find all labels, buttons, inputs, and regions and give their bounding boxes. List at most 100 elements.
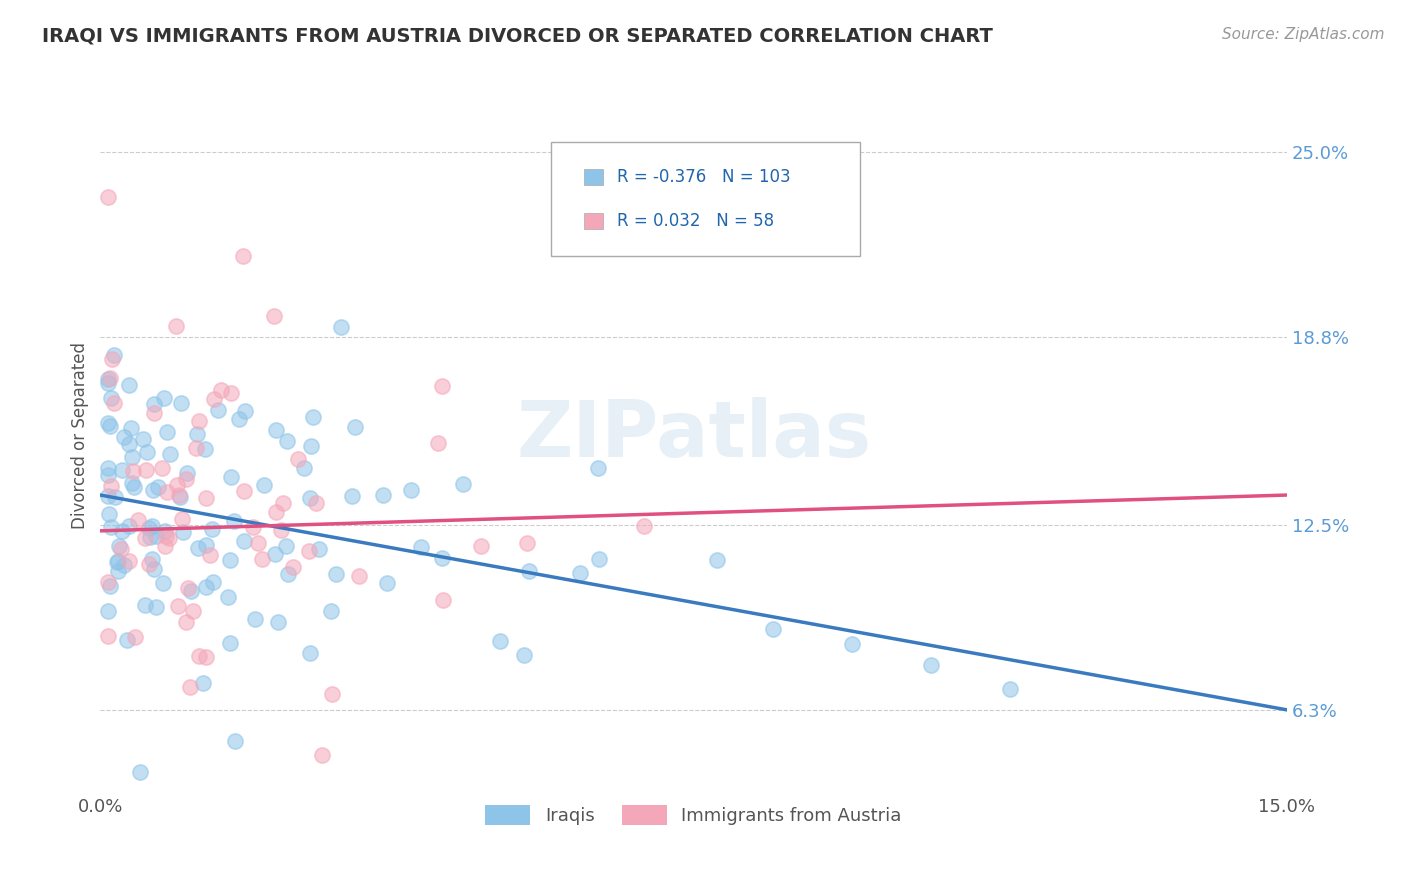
Point xyxy=(118,377,141,392)
Point xyxy=(232,484,254,499)
Point xyxy=(222,514,245,528)
Point xyxy=(142,562,165,576)
Point xyxy=(264,423,287,437)
FancyBboxPatch shape xyxy=(585,169,603,185)
Point xyxy=(287,452,309,467)
Point xyxy=(188,414,211,428)
Point xyxy=(103,348,125,362)
Point xyxy=(998,681,1021,696)
Point xyxy=(586,460,609,475)
Point xyxy=(174,472,197,486)
Point xyxy=(97,416,120,430)
Point xyxy=(98,579,121,593)
Point xyxy=(138,530,160,544)
Point xyxy=(107,564,129,578)
Point xyxy=(97,574,120,589)
Point xyxy=(266,504,288,518)
Point xyxy=(292,460,315,475)
Point xyxy=(299,646,322,660)
Point xyxy=(146,479,169,493)
Point xyxy=(186,441,208,455)
Point xyxy=(281,560,304,574)
Point xyxy=(97,190,120,204)
Point xyxy=(97,372,120,386)
Point xyxy=(118,437,141,451)
Text: IRAQI VS IMMIGRANTS FROM AUSTRIA DIVORCED OR SEPARATED CORRELATION CHART: IRAQI VS IMMIGRANTS FROM AUSTRIA DIVORCE… xyxy=(42,27,993,45)
Point xyxy=(426,436,449,450)
Point xyxy=(186,427,208,442)
Point xyxy=(195,538,218,552)
Point xyxy=(270,524,292,538)
Point xyxy=(111,463,134,477)
Point xyxy=(167,599,190,613)
Point xyxy=(633,519,655,533)
Y-axis label: Divorced or Separated: Divorced or Separated xyxy=(72,342,89,529)
Point xyxy=(430,379,453,393)
Point xyxy=(488,634,510,648)
Point xyxy=(135,462,157,476)
Point xyxy=(329,319,352,334)
Point xyxy=(124,630,146,644)
Point xyxy=(156,425,179,439)
Point xyxy=(134,531,156,545)
Point xyxy=(108,540,131,554)
Point xyxy=(841,637,863,651)
Point xyxy=(104,491,127,505)
Text: R = 0.032   N = 58: R = 0.032 N = 58 xyxy=(617,212,775,230)
Legend: Iraqis, Immigrants from Austria: Iraqis, Immigrants from Austria xyxy=(477,796,911,834)
Point xyxy=(588,552,610,566)
Point xyxy=(252,552,274,566)
Text: ZIPatlas: ZIPatlas xyxy=(516,398,872,474)
Point xyxy=(219,636,242,650)
Point xyxy=(181,604,204,618)
Point xyxy=(98,371,121,385)
Point xyxy=(920,658,942,673)
Point xyxy=(517,564,540,578)
Point xyxy=(430,550,453,565)
FancyBboxPatch shape xyxy=(585,213,603,229)
Point xyxy=(264,547,287,561)
Point xyxy=(242,520,264,534)
Point xyxy=(228,411,250,425)
Point xyxy=(299,491,322,505)
Point xyxy=(100,478,122,492)
Point xyxy=(169,488,191,502)
Point xyxy=(399,483,422,497)
Point xyxy=(201,522,224,536)
Point xyxy=(409,540,432,554)
Point xyxy=(209,384,232,398)
Point xyxy=(187,541,209,555)
Point xyxy=(305,496,328,510)
Point xyxy=(121,450,143,464)
Point xyxy=(263,309,285,323)
Point xyxy=(340,489,363,503)
Point xyxy=(136,444,159,458)
Point xyxy=(194,649,217,664)
Point xyxy=(246,536,269,550)
Point xyxy=(174,615,197,630)
Point xyxy=(157,531,180,545)
Point xyxy=(127,513,149,527)
Point xyxy=(145,529,167,543)
Point xyxy=(153,540,176,554)
Point xyxy=(143,406,166,420)
Point xyxy=(762,622,785,636)
Point xyxy=(97,629,120,643)
Point xyxy=(115,632,138,647)
Text: R = -0.376   N = 103: R = -0.376 N = 103 xyxy=(617,168,790,186)
Point xyxy=(179,680,201,694)
Point xyxy=(253,478,276,492)
Point xyxy=(188,649,211,664)
Point xyxy=(217,590,239,604)
Point xyxy=(219,553,242,567)
Point xyxy=(194,580,217,594)
Point xyxy=(201,575,224,590)
Point xyxy=(105,556,128,570)
Point xyxy=(311,747,333,762)
Point xyxy=(243,612,266,626)
Point xyxy=(219,470,242,484)
Point xyxy=(138,557,160,571)
Point xyxy=(319,604,342,618)
Point xyxy=(325,566,347,581)
Point xyxy=(202,392,225,406)
